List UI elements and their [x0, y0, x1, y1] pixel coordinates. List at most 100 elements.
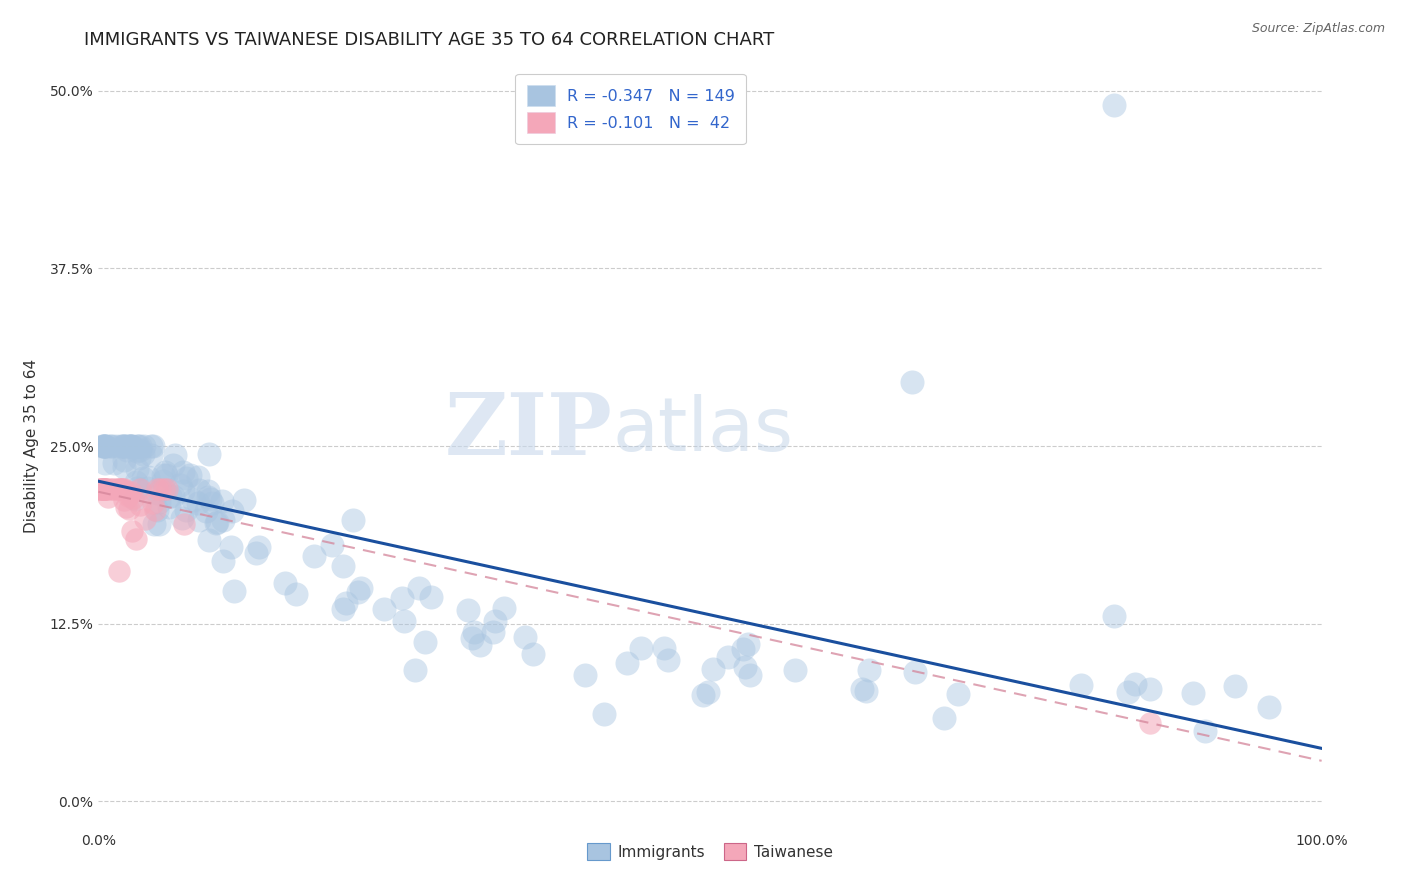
Point	[855, 684, 877, 698]
Point	[858, 663, 880, 677]
Point	[94, 456, 117, 470]
Point	[108, 439, 131, 453]
Point	[342, 513, 364, 527]
Point	[105, 482, 128, 496]
Point	[142, 439, 165, 453]
Point	[112, 439, 135, 453]
Point	[197, 483, 219, 498]
Point	[129, 498, 152, 512]
Point	[129, 439, 152, 453]
Point	[146, 482, 169, 496]
Point	[593, 706, 616, 721]
Point	[697, 685, 720, 699]
Point	[136, 481, 159, 495]
Point	[201, 495, 224, 509]
Point	[494, 600, 516, 615]
Text: atlas: atlas	[612, 394, 793, 467]
Point	[1182, 686, 1205, 700]
Point	[170, 511, 193, 525]
Point	[901, 375, 924, 389]
Point	[335, 597, 357, 611]
Point	[90, 482, 112, 496]
Point	[188, 513, 211, 527]
Point	[114, 500, 136, 514]
Y-axis label: Disability Age 35 to 64: Disability Age 35 to 64	[24, 359, 38, 533]
Point	[93, 439, 115, 453]
Point	[90, 482, 112, 496]
Point	[122, 491, 145, 505]
Point	[522, 648, 544, 662]
Point	[347, 584, 370, 599]
Point	[174, 471, 197, 485]
Point	[129, 442, 152, 457]
Point	[332, 559, 354, 574]
Point	[131, 447, 153, 461]
Point	[470, 638, 492, 652]
Point	[179, 467, 201, 482]
Point	[1194, 724, 1216, 739]
Point	[142, 516, 165, 531]
Legend: Immigrants, Taiwanese: Immigrants, Taiwanese	[579, 835, 841, 868]
Point	[93, 482, 115, 496]
Point	[155, 468, 177, 483]
Point	[574, 668, 596, 682]
Point	[616, 656, 638, 670]
Point	[197, 490, 219, 504]
Point	[187, 470, 209, 484]
Point	[118, 502, 141, 516]
Point	[105, 482, 128, 496]
Point	[373, 602, 395, 616]
Point	[211, 512, 233, 526]
Point	[94, 482, 117, 496]
Point	[125, 475, 148, 490]
Point	[148, 517, 170, 532]
Point	[482, 625, 505, 640]
Point	[350, 581, 373, 595]
Point	[692, 688, 714, 702]
Point	[132, 439, 155, 453]
Point	[94, 439, 117, 453]
Point	[391, 591, 413, 605]
Point	[127, 462, 149, 476]
Point	[112, 439, 135, 453]
Point	[1223, 679, 1246, 693]
Point	[734, 660, 756, 674]
Text: IMMIGRANTS VS TAIWANESE DISABILITY AGE 35 TO 64 CORRELATION CHART: IMMIGRANTS VS TAIWANESE DISABILITY AGE 3…	[84, 31, 775, 49]
Point	[157, 500, 180, 514]
Point	[117, 439, 139, 453]
Point	[91, 439, 114, 453]
Point	[111, 482, 134, 496]
Point	[247, 540, 270, 554]
Point	[484, 615, 506, 629]
Point	[197, 446, 219, 460]
Point	[413, 635, 436, 649]
Point	[946, 687, 969, 701]
Point	[205, 516, 228, 530]
Point	[114, 439, 136, 453]
Point	[120, 484, 142, 499]
Point	[108, 564, 131, 578]
Point	[94, 482, 117, 496]
Point	[188, 483, 211, 497]
Point	[100, 482, 122, 496]
Point	[785, 663, 807, 677]
Point	[110, 482, 132, 496]
Point	[131, 471, 153, 485]
Point	[98, 439, 121, 453]
Point	[90, 482, 112, 496]
Point	[112, 482, 135, 496]
Point	[114, 453, 136, 467]
Point	[1070, 678, 1092, 692]
Point	[1102, 609, 1125, 624]
Point	[87, 482, 110, 496]
Text: ZIP: ZIP	[444, 389, 612, 473]
Point	[302, 549, 325, 564]
Point	[404, 663, 426, 677]
Point	[93, 439, 115, 453]
Point	[198, 492, 221, 507]
Point	[110, 482, 132, 496]
Point	[163, 448, 186, 462]
Point	[284, 587, 307, 601]
Point	[124, 491, 146, 506]
Point	[630, 641, 652, 656]
